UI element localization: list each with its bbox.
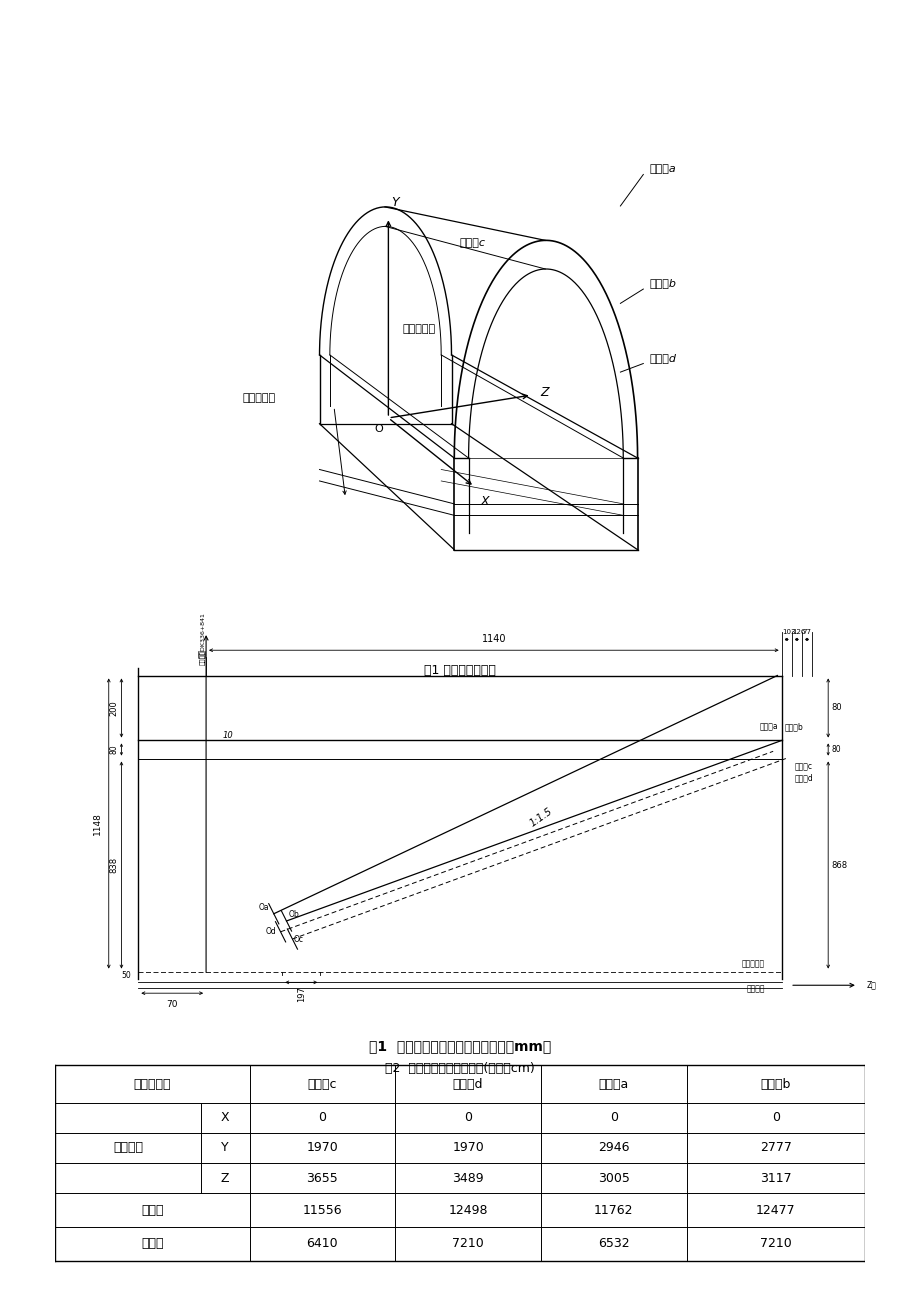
Text: 短半轴: 短半轴 <box>141 1237 164 1250</box>
Text: Ob: Ob <box>288 910 299 919</box>
Text: 838: 838 <box>109 857 118 874</box>
Text: X: X <box>221 1112 229 1125</box>
Text: 轮廓线a: 轮廓线a <box>598 1078 629 1091</box>
Text: 0: 0 <box>463 1112 471 1125</box>
Text: 图1 洞门俯视轮廓图: 图1 洞门俯视轮廓图 <box>424 664 495 677</box>
Text: 7210: 7210 <box>452 1237 483 1250</box>
Text: 7210: 7210 <box>759 1237 790 1250</box>
Text: 长半轴: 长半轴 <box>141 1203 164 1216</box>
Text: 50: 50 <box>121 970 131 979</box>
Text: 轮廓线要素: 轮廓线要素 <box>133 1078 171 1091</box>
Text: 1148: 1148 <box>93 812 102 835</box>
Text: 轮廓线c: 轮廓线c <box>460 238 485 249</box>
Text: 80: 80 <box>831 745 840 754</box>
Text: 1140: 1140 <box>481 634 505 644</box>
Text: Oa: Oa <box>258 902 269 911</box>
Text: 图2  帽檐斜切式洞门侧面图(单位：cm): 图2 帽檐斜切式洞门侧面图(单位：cm) <box>385 1062 534 1074</box>
Text: 表1  帽檐轮廓线椭圆要素表（单位：mm）: 表1 帽檐轮廓线椭圆要素表（单位：mm） <box>369 1039 550 1053</box>
Text: X: X <box>480 495 488 508</box>
Text: 0: 0 <box>771 1112 779 1125</box>
Text: 水沟盖板顶: 水沟盖板顶 <box>741 960 764 969</box>
Text: 12498: 12498 <box>448 1203 487 1216</box>
Text: 2946: 2946 <box>597 1142 629 1155</box>
Text: 轮廓线c: 轮廓线c <box>307 1078 336 1091</box>
Text: Y: Y <box>221 1142 229 1155</box>
Text: 轮廓线b: 轮廓线b <box>760 1078 790 1091</box>
Text: 868: 868 <box>831 861 846 870</box>
Text: 11556: 11556 <box>302 1203 342 1216</box>
Text: 126: 126 <box>792 629 805 635</box>
Text: 80: 80 <box>109 745 118 754</box>
Text: 1:1.5: 1:1.5 <box>528 806 553 829</box>
Text: 0: 0 <box>609 1112 618 1125</box>
Text: Z轴: Z轴 <box>866 980 875 990</box>
Text: 1970: 1970 <box>452 1142 483 1155</box>
Text: 80: 80 <box>831 703 841 712</box>
Text: 12477: 12477 <box>755 1203 795 1216</box>
Text: 6410: 6410 <box>306 1237 338 1250</box>
Text: 洞口里程DK336+841: 洞口里程DK336+841 <box>199 612 205 664</box>
Text: 轮廓线d: 轮廓线d <box>452 1078 482 1091</box>
Text: 椭圆中心: 椭圆中心 <box>113 1142 143 1155</box>
Text: 2777: 2777 <box>759 1142 791 1155</box>
Text: Oc: Oc <box>294 935 304 944</box>
Text: 11762: 11762 <box>594 1203 633 1216</box>
Text: 3489: 3489 <box>452 1172 483 1185</box>
Text: 轮廓线d: 轮廓线d <box>648 353 675 363</box>
Text: 10: 10 <box>222 732 233 741</box>
Text: Z: Z <box>221 1172 229 1185</box>
Text: 轮廓线c: 轮廓线c <box>793 763 811 771</box>
Text: 70: 70 <box>166 1000 177 1009</box>
Text: 轮廓线a: 轮廓线a <box>648 164 675 173</box>
Text: 103: 103 <box>782 629 795 635</box>
Text: Z: Z <box>539 385 549 398</box>
Text: 6532: 6532 <box>597 1237 629 1250</box>
Text: O: O <box>373 423 382 434</box>
Text: 轮廓线a: 轮廓线a <box>759 723 777 732</box>
Text: 轮廓线b: 轮廓线b <box>783 723 802 732</box>
Text: 77: 77 <box>802 629 811 635</box>
Text: 3655: 3655 <box>306 1172 338 1185</box>
Text: 3005: 3005 <box>597 1172 630 1185</box>
Text: 1970: 1970 <box>306 1142 338 1155</box>
Text: 竖轴: 竖轴 <box>198 650 207 659</box>
Text: Od: Od <box>266 927 276 936</box>
Text: 隧道中轴面: 隧道中轴面 <box>403 324 436 335</box>
Text: 3117: 3117 <box>759 1172 790 1185</box>
Text: 197: 197 <box>297 986 305 1001</box>
Text: 行轨顶面: 行轨顶面 <box>745 984 764 993</box>
Text: 0: 0 <box>318 1112 326 1125</box>
Text: 水沟盖板顶: 水沟盖板顶 <box>242 393 275 402</box>
Text: 200: 200 <box>109 700 118 716</box>
Text: 轮廓线d: 轮廓线d <box>793 773 812 783</box>
Text: 轮廓线b: 轮廓线b <box>648 279 675 288</box>
Text: Y: Y <box>391 195 399 208</box>
